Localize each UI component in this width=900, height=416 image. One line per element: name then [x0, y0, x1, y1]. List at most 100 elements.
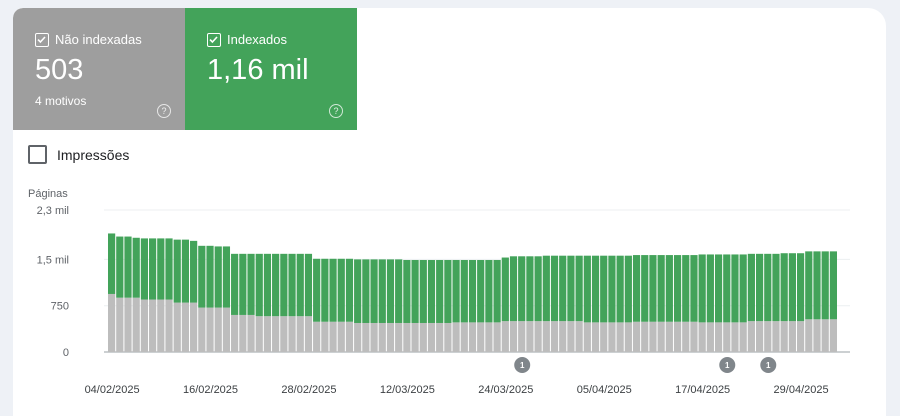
bar-not-indexed: [591, 322, 600, 352]
bar-indexed: [583, 255, 591, 323]
bar-not-indexed: [575, 321, 583, 352]
y-tick-label: 0: [63, 347, 69, 359]
bar-indexed: [132, 237, 140, 298]
bar-not-indexed: [354, 322, 362, 352]
bar-indexed: [673, 255, 682, 322]
bar-indexed: [805, 251, 813, 320]
help-icon[interactable]: ?: [157, 104, 171, 118]
indexed-metric-tab[interactable]: Indexados 1,16 mil ?: [185, 8, 357, 130]
bar-not-indexed: [239, 314, 247, 352]
bar-indexed: [600, 255, 608, 323]
bar-indexed: [698, 254, 706, 323]
y-axis-label: Páginas: [28, 188, 68, 200]
bar-not-indexed: [788, 321, 796, 352]
bar-not-indexed: [206, 307, 214, 352]
bar-not-indexed: [378, 322, 386, 352]
bar-not-indexed: [198, 307, 206, 352]
bar-not-indexed: [493, 322, 501, 352]
bar-indexed: [559, 255, 567, 322]
bar-indexed: [206, 245, 214, 308]
bar-indexed: [108, 233, 116, 294]
bar-not-indexed: [173, 302, 181, 352]
bar-indexed: [231, 253, 239, 315]
bar-not-indexed: [403, 322, 411, 352]
checkbox-checked-icon[interactable]: [35, 32, 49, 47]
bar-indexed: [813, 251, 821, 320]
bar-indexed: [403, 260, 411, 323]
bar-not-indexed: [641, 321, 649, 352]
bar-indexed: [263, 253, 272, 317]
checkbox-unchecked-icon[interactable]: [28, 145, 47, 164]
bar-not-indexed: [149, 299, 157, 352]
bar-indexed: [526, 256, 534, 322]
bar-indexed: [477, 260, 485, 323]
bar-indexed: [329, 258, 337, 322]
bar-indexed: [706, 254, 714, 323]
bar-indexed: [723, 254, 731, 323]
bar-indexed: [682, 255, 690, 322]
bar-not-indexed: [731, 322, 739, 352]
bar-indexed: [534, 256, 542, 322]
bar-indexed: [190, 240, 198, 303]
bar-indexed: [222, 246, 231, 308]
bar-indexed: [239, 253, 247, 315]
bar-indexed: [411, 260, 419, 323]
bar-indexed: [468, 260, 477, 323]
bar-indexed: [616, 255, 624, 323]
bar-indexed: [829, 251, 837, 320]
bar-not-indexed: [190, 302, 198, 352]
bar-indexed: [518, 256, 526, 322]
help-icon[interactable]: ?: [329, 104, 343, 118]
bar-indexed: [140, 238, 149, 300]
bar-not-indexed: [108, 293, 116, 352]
bar-indexed: [460, 260, 468, 323]
bar-indexed: [378, 259, 386, 323]
bar-indexed: [149, 238, 157, 300]
bar-not-indexed: [321, 321, 329, 352]
bar-indexed: [821, 251, 829, 320]
bar-not-indexed: [165, 299, 173, 352]
bar-indexed: [157, 238, 165, 300]
bar-indexed: [255, 253, 263, 317]
bar-indexed: [313, 258, 321, 322]
bar-indexed: [124, 236, 132, 298]
bar-not-indexed: [632, 321, 641, 352]
x-tick-label: 05/04/2025: [577, 384, 632, 396]
bar-indexed: [288, 253, 296, 317]
not-indexed-metric-tab[interactable]: Não indexadas 503 4 motivos ?: [13, 8, 185, 130]
bar-not-indexed: [723, 322, 731, 352]
x-tick-label: 28/02/2025: [281, 384, 336, 396]
bar-not-indexed: [255, 316, 263, 352]
bar-not-indexed: [518, 321, 526, 352]
bar-indexed: [436, 260, 444, 323]
bar-not-indexed: [772, 321, 780, 352]
bar-not-indexed: [509, 321, 518, 352]
bar-indexed: [714, 254, 723, 323]
bar-indexed: [280, 253, 288, 317]
bar-indexed: [632, 255, 641, 322]
annotation-label: 1: [725, 361, 730, 370]
bar-not-indexed: [764, 321, 772, 352]
bar-indexed: [591, 255, 600, 323]
bar-not-indexed: [214, 307, 222, 352]
bar-indexed: [116, 236, 124, 298]
bar-indexed: [739, 254, 747, 323]
x-tick-label: 29/04/2025: [774, 384, 829, 396]
bar-indexed: [542, 255, 550, 322]
impressions-toggle[interactable]: Impressões: [28, 145, 129, 164]
bar-indexed: [247, 253, 255, 315]
bar-indexed: [354, 259, 362, 323]
bar-not-indexed: [395, 322, 403, 352]
bar-not-indexed: [739, 322, 747, 352]
x-tick-label: 17/04/2025: [675, 384, 730, 396]
x-tick-label: 04/02/2025: [85, 384, 140, 396]
bar-indexed: [509, 256, 518, 322]
bar-not-indexed: [821, 319, 829, 352]
bar-indexed: [567, 255, 575, 322]
checkbox-checked-icon[interactable]: [207, 32, 221, 47]
bar-not-indexed: [747, 321, 755, 352]
bar-not-indexed: [608, 322, 616, 352]
bar-not-indexed: [550, 321, 559, 352]
bar-not-indexed: [124, 297, 132, 352]
bar-indexed: [641, 255, 649, 322]
